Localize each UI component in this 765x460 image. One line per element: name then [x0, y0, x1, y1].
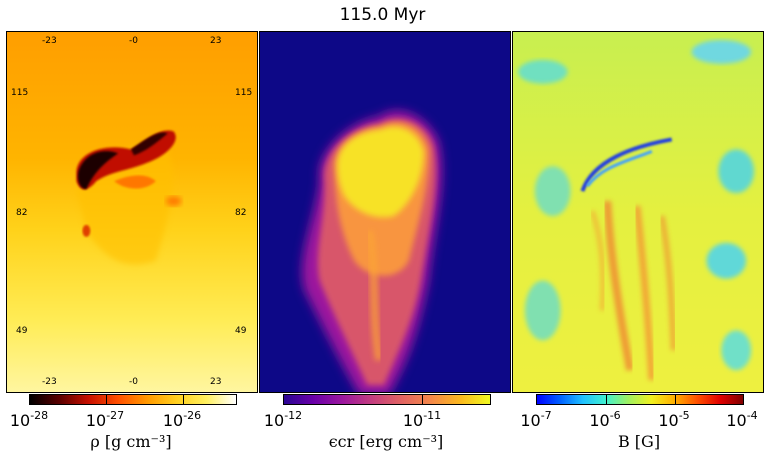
magnetic-field-panel — [512, 31, 764, 393]
left-tick: 49 — [16, 326, 28, 336]
cbar3-tick-label: 10-5 — [658, 409, 690, 430]
magnetic-field-colorbar-label: B [G] — [617, 432, 661, 451]
right-tick: 115 — [235, 88, 253, 98]
cbar3-tick-label: 10-6 — [589, 409, 621, 430]
cbar1-tick-label: 10-27 — [85, 409, 125, 430]
left-tick: 115 — [11, 88, 29, 98]
right-tick: 82 — [235, 208, 247, 218]
right-tick: 49 — [235, 326, 247, 336]
top-tick: -0 — [129, 36, 138, 46]
figure-title: 115.0 Myr — [339, 5, 426, 25]
cbar3-tick-label: 10-4 — [726, 409, 758, 430]
cbar2-tick-label: 10-11 — [402, 409, 442, 430]
cbar2-tick-label: 10-12 — [263, 409, 303, 430]
left-tick: 82 — [16, 208, 28, 218]
bottom-tick: -23 — [42, 377, 57, 387]
cbar3-tick-label: 10-7 — [520, 409, 552, 430]
bottom-tick: -0 — [129, 377, 138, 387]
cosmic-ray-colorbar-label: ϵcr [erg cm⁻³] — [328, 432, 444, 451]
cosmic-ray-panel — [259, 31, 511, 393]
top-tick: -23 — [42, 36, 57, 46]
density-colorbar-label: ρ [g cm⁻³] — [90, 432, 172, 451]
density-colorbar — [29, 394, 237, 405]
top-tick: 23 — [210, 36, 222, 46]
magnetic-field-colorbar — [536, 394, 744, 405]
cbar1-tick-label: 10-28 — [9, 409, 49, 430]
cosmic-ray-colorbar — [283, 394, 491, 405]
bottom-tick: 23 — [210, 377, 222, 387]
cbar1-tick-label: 10-26 — [162, 409, 202, 430]
density-panel: -23 -0 23 -23 -0 23 115 82 49 115 82 49 — [6, 31, 258, 393]
